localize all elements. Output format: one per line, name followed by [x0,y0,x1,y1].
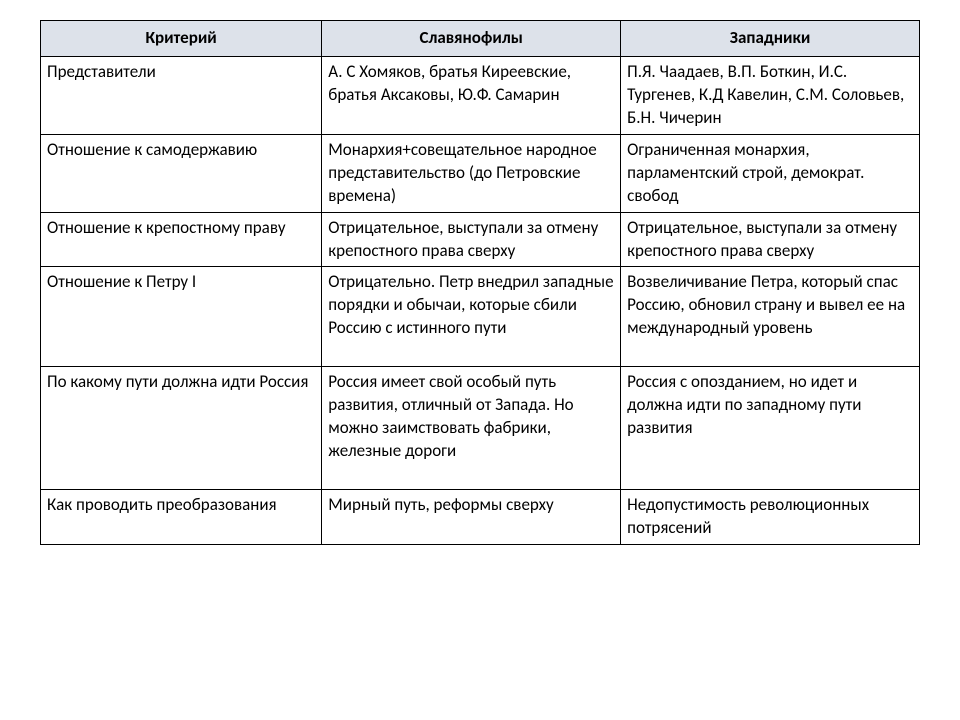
cell-criterion: Представители [41,56,322,134]
col-header-slav: Славянофилы [322,21,621,57]
cell-west: Россия с опозданием, но идет и должна ид… [621,367,920,490]
cell-criterion: Отношение к самодержавию [41,134,322,212]
table-row: Отношение к самодержавиюМонархия+совещат… [41,134,920,212]
cell-slav: А. С Хомяков, братья Киреевские, братья … [322,56,621,134]
cell-slav: Россия имеет свой особый путь развития, … [322,367,621,490]
comparison-table: Критерий Славянофилы Западники Представи… [40,20,920,545]
cell-west: Возвеличивание Петра, который спас Росси… [621,267,920,367]
cell-criterion: Как проводить преобразования [41,490,322,545]
cell-slav: Отрицательно. Петр внедрил западные поря… [322,267,621,367]
table-header-row: Критерий Славянофилы Западники [41,21,920,57]
table-row: Отношение к Петру IОтрицательно. Петр вн… [41,267,920,367]
col-header-criterion: Критерий [41,21,322,57]
col-header-west: Западники [621,21,920,57]
cell-criterion: Отношение к Петру I [41,267,322,367]
table-row: Отношение к крепостному правуОтрицательн… [41,212,920,267]
cell-west: Ограниченная монархия, парламентский стр… [621,134,920,212]
cell-criterion: Отношение к крепостному праву [41,212,322,267]
table-row: Как проводить преобразованияМирный путь,… [41,490,920,545]
table-row: ПредставителиА. С Хомяков, братья Киреев… [41,56,920,134]
table-body: ПредставителиА. С Хомяков, братья Киреев… [41,56,920,544]
table-row: По какому пути должна идти РоссияРоссия … [41,367,920,490]
cell-slav: Мирный путь, реформы сверху [322,490,621,545]
cell-slav: Монархия+совещательное народное представ… [322,134,621,212]
cell-west: Недопустимость революционных потрясений [621,490,920,545]
cell-criterion: По какому пути должна идти Россия [41,367,322,490]
cell-west: Отрицательное, выступали за отмену крепо… [621,212,920,267]
cell-west: П.Я. Чаадаев, В.П. Боткин, И.С. Тургенев… [621,56,920,134]
cell-slav: Отрицательное, выступали за отмену крепо… [322,212,621,267]
